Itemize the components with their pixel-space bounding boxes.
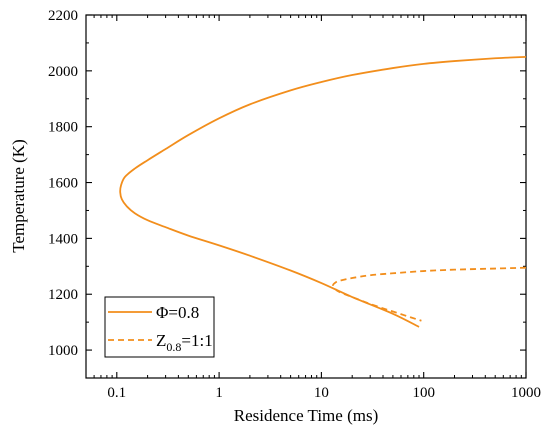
x-axis-title: Residence Time (ms) <box>234 406 379 425</box>
legend-box <box>104 296 215 358</box>
x-tick-label: 1 <box>215 385 223 401</box>
legend-label-z: Z0.8=1:1 <box>156 331 213 354</box>
y-tick-label: 1400 <box>48 231 78 247</box>
legend-label-phi-main: Φ=0.8 <box>156 303 199 322</box>
x-tick-label: 1000 <box>511 385 541 401</box>
x-tick-label: 0.1 <box>107 385 126 401</box>
legend: Φ=0.8 Z0.8=1:1 <box>104 296 215 358</box>
x-tick-label: 10 <box>314 385 329 401</box>
series-line-1 <box>332 266 527 322</box>
legend-label-z-rest: =1:1 <box>181 331 212 350</box>
series-line-0 <box>119 55 527 328</box>
axis-ticks: 0.1 1 10 100 1000 1000 1200 1400 1600 1800 2000 220… <box>48 8 541 401</box>
y-tick-label: 1600 <box>48 176 78 192</box>
legend-label-z-sub: 0.8 <box>166 340 181 354</box>
x-tick-label: 100 <box>412 385 435 401</box>
y-tick-label: 2200 <box>48 8 78 24</box>
legend-label-phi: Φ=0.8 <box>156 303 199 322</box>
y-tick-label: 1200 <box>48 287 78 303</box>
y-tick-label: 1000 <box>48 343 78 359</box>
series-layer <box>119 55 527 328</box>
y-axis-title: Temperature (K) <box>9 139 28 253</box>
y-tick-label: 2000 <box>48 64 78 80</box>
y-tick-label: 1800 <box>48 120 78 136</box>
legend-label-z-main: Z <box>156 331 166 350</box>
